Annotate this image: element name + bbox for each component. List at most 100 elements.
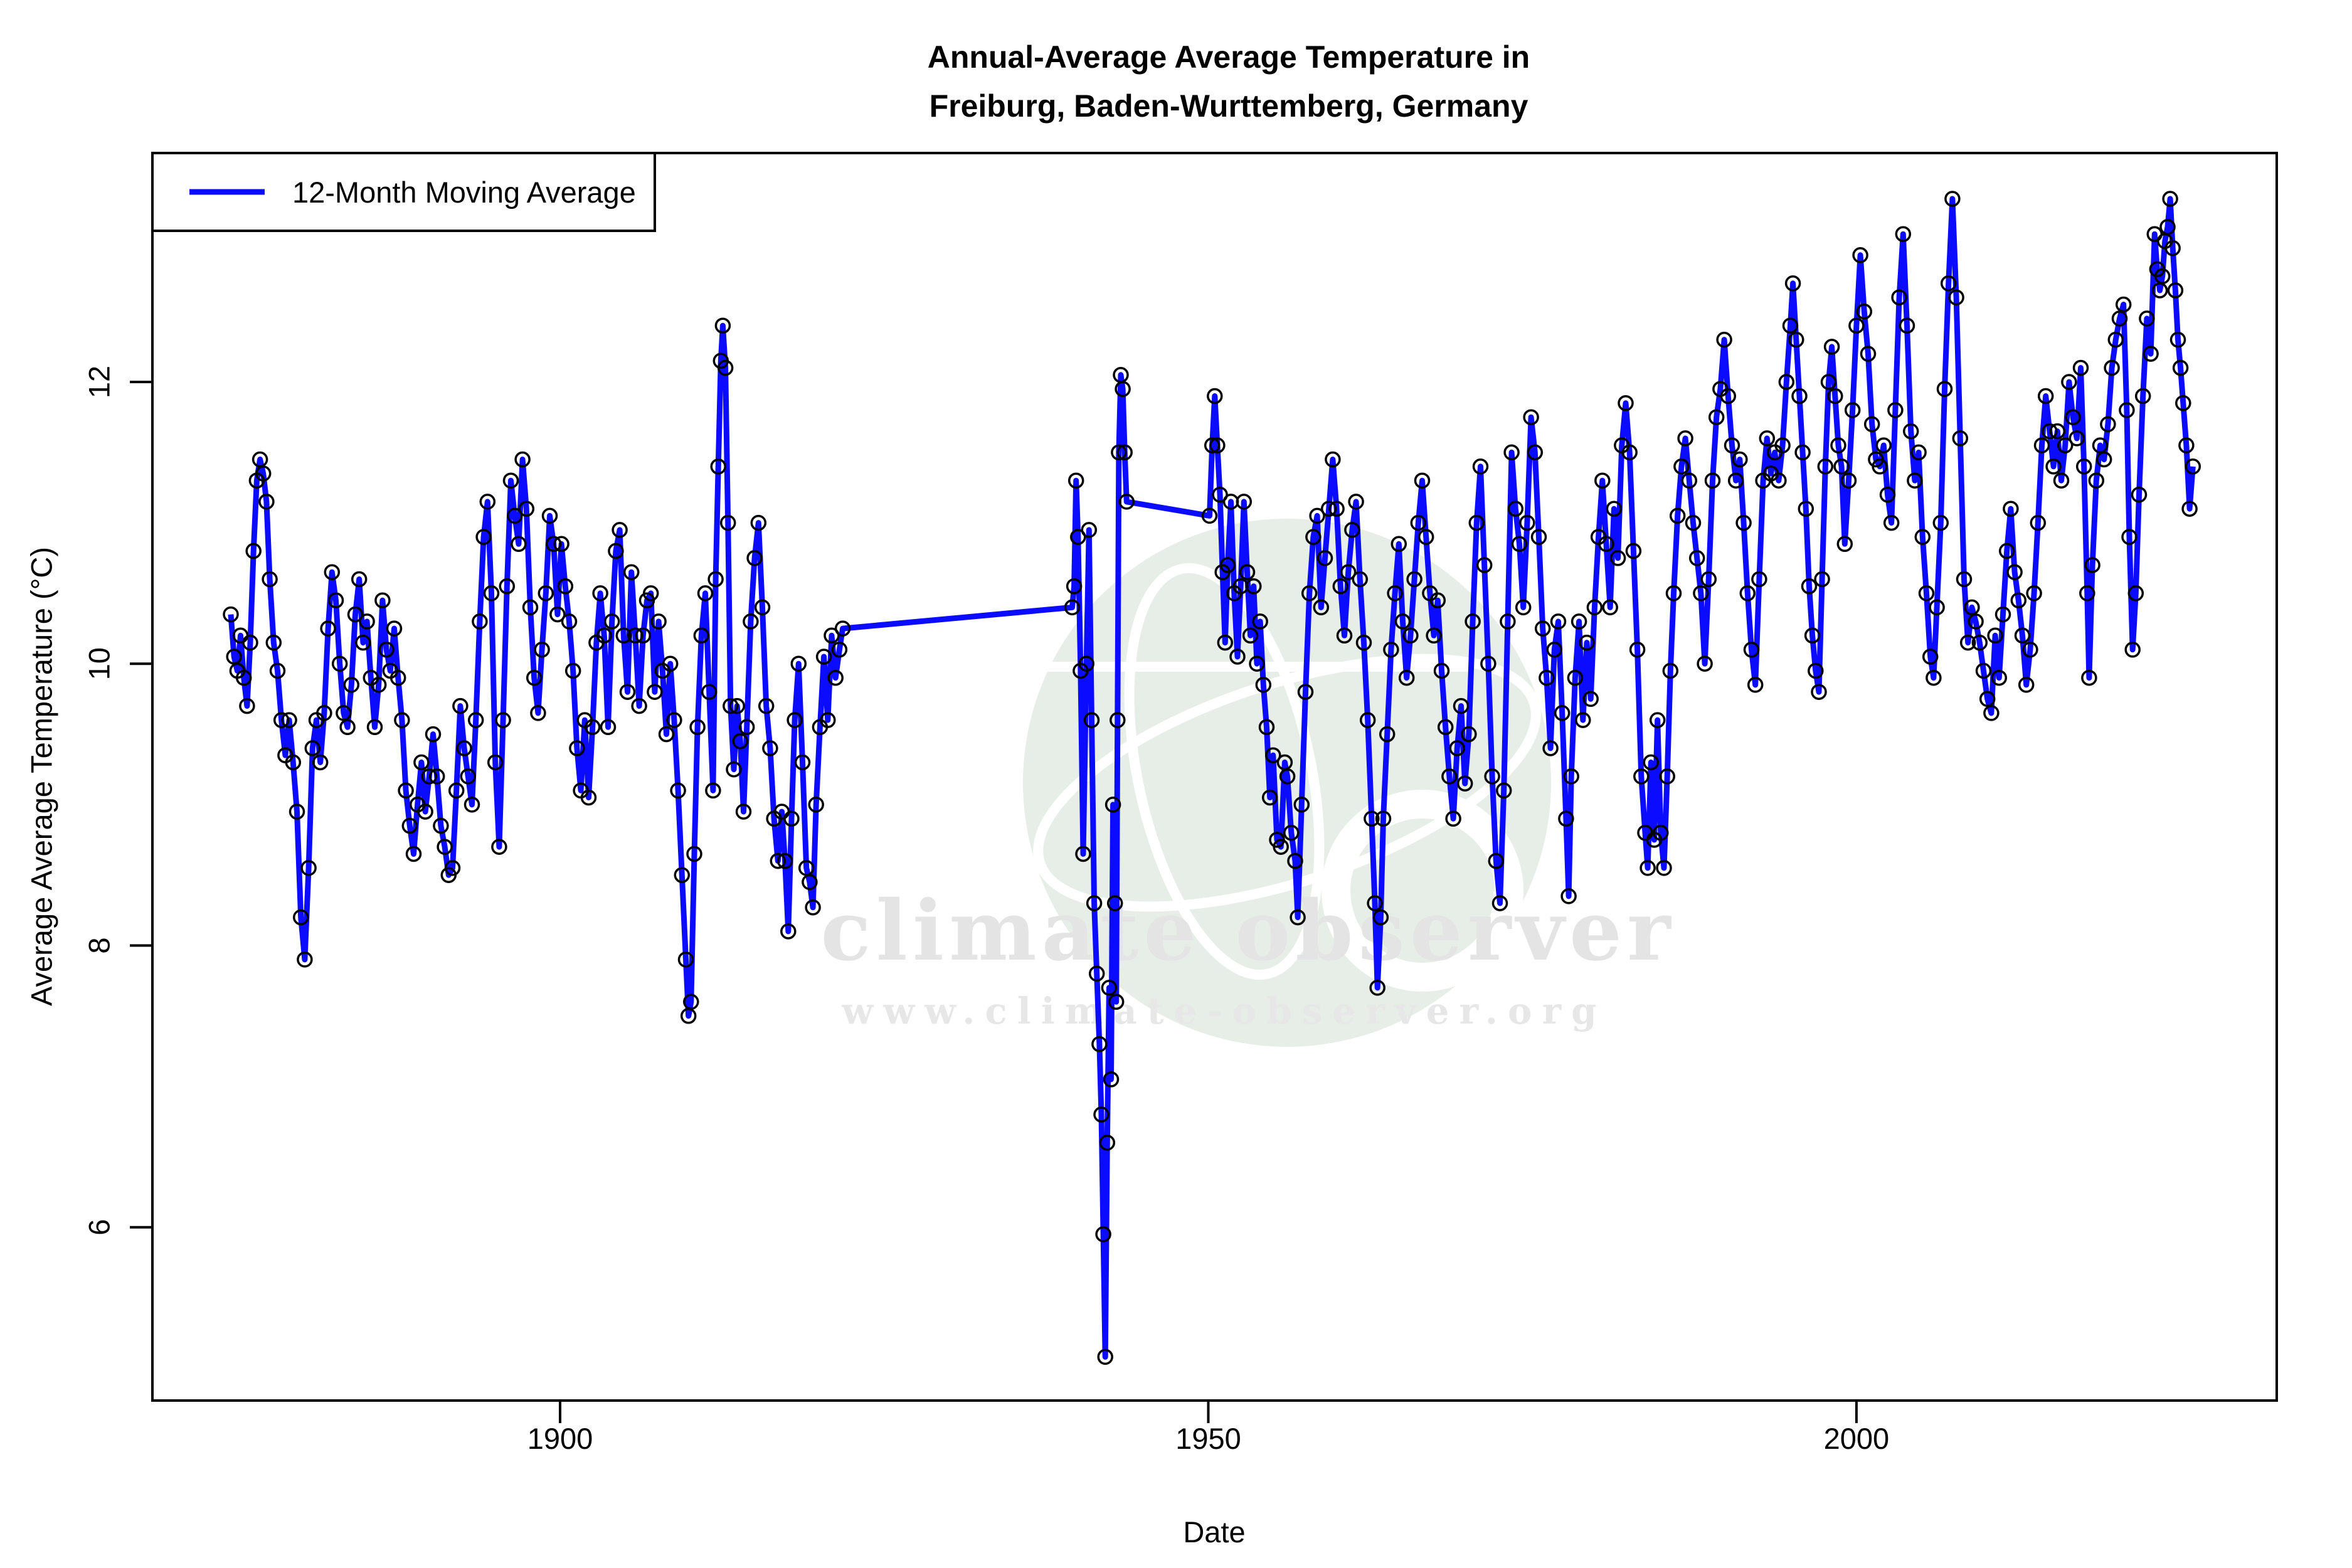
data-point-marker	[366, 719, 383, 736]
data-point-marker	[1883, 514, 1900, 531]
data-point-marker	[1579, 634, 1595, 651]
data-point-marker	[1242, 627, 1259, 644]
data-point-marker	[1387, 585, 1403, 601]
data-point-marker	[1530, 529, 1547, 545]
data-point-marker	[1891, 289, 1907, 305]
series-layer	[228, 196, 2196, 1360]
data-point-marker	[1975, 662, 1992, 679]
data-point-marker	[1402, 627, 1419, 644]
data-point-marker	[1437, 719, 1454, 736]
data-point-marker	[1685, 514, 1702, 531]
data-point-marker	[1445, 810, 1461, 827]
data-point-marker	[1681, 472, 1698, 489]
data-point-marker	[2107, 331, 2124, 348]
data-point-marker	[2037, 388, 2054, 405]
data-point-marker	[1673, 458, 1690, 475]
data-point-marker	[1511, 536, 1528, 553]
data-point-marker	[526, 669, 543, 686]
data-point-marker	[635, 627, 652, 644]
data-point-marker	[2081, 669, 2097, 686]
data-point-marker	[557, 578, 574, 595]
data-point-marker	[1118, 494, 1135, 510]
data-point-marker	[1086, 895, 1103, 911]
data-point-marker	[472, 613, 488, 630]
data-point-marker	[499, 578, 516, 595]
data-point-marker	[1108, 993, 1125, 1010]
data-point-marker	[1659, 768, 1675, 785]
data-point-marker	[603, 613, 620, 630]
data-point-marker	[787, 712, 803, 728]
data-point-marker	[1081, 522, 1098, 538]
data-point-marker	[1111, 444, 1127, 461]
data-point-marker	[619, 684, 636, 700]
x-tick-label: 1950	[1175, 1422, 1241, 1455]
data-point-marker	[1609, 550, 1626, 566]
data-point-marker	[1633, 768, 1650, 785]
data-point-marker	[1720, 388, 1737, 405]
data-point-marker	[281, 712, 297, 728]
data-point-marker	[564, 662, 581, 679]
data-point-marker	[1669, 507, 1686, 524]
data-point-marker	[1959, 634, 1976, 651]
data-point-marker	[1987, 627, 2003, 644]
data-point-marker	[2175, 395, 2191, 411]
data-point-marker	[2003, 501, 2019, 517]
data-point-marker	[1724, 437, 1740, 453]
data-point-marker	[1472, 458, 1489, 475]
data-point-marker	[1258, 719, 1275, 736]
data-point-marker	[1207, 388, 1223, 405]
data-point-marker	[2022, 642, 2038, 658]
data-point-marker	[1344, 522, 1360, 538]
data-point-marker	[1391, 536, 1407, 553]
data-point-marker	[1078, 655, 1094, 672]
data-point-marker	[1653, 825, 1669, 841]
data-point-marker	[1301, 585, 1318, 601]
data-point-marker	[2154, 268, 2171, 285]
data-point-marker	[1503, 444, 1520, 461]
data-point-marker	[808, 797, 824, 813]
data-point-marker	[1791, 388, 1808, 405]
x-tick-label: 1900	[527, 1422, 593, 1455]
data-point-marker	[1325, 451, 1341, 468]
data-point-marker	[378, 642, 395, 658]
data-point-marker	[758, 697, 775, 714]
data-point-marker	[689, 719, 706, 736]
data-point-marker	[1662, 662, 1679, 679]
data-point-marker	[714, 317, 731, 334]
data-point-marker	[815, 649, 832, 665]
data-point-marker	[1571, 613, 1587, 630]
data-point-marker	[1229, 649, 1246, 665]
data-point-marker	[1836, 536, 1853, 553]
data-point-marker	[1814, 571, 1830, 588]
data-point-marker	[1352, 571, 1369, 588]
data-point-marker	[1998, 543, 2015, 559]
data-point-marker	[2033, 437, 2050, 453]
data-point-marker	[1971, 634, 1988, 651]
data-point-marker	[428, 768, 445, 785]
x-axis-title: Date	[1183, 1515, 1246, 1549]
data-point-marker	[1956, 571, 1973, 588]
data-point-marker	[386, 620, 403, 637]
data-point-marker	[1070, 529, 1086, 545]
data-point-marker	[1515, 599, 1532, 616]
data-point-marker	[347, 606, 364, 623]
data-point-marker	[1348, 494, 1364, 510]
data-point-marker	[1820, 374, 1837, 390]
data-point-marker	[2185, 458, 2201, 475]
data-point-marker	[1558, 810, 1574, 827]
data-point-marker	[300, 860, 317, 876]
data-point-marker	[331, 655, 348, 672]
data-point-marker	[1697, 655, 1713, 672]
data-point-marker	[1209, 437, 1226, 453]
data-point-marker	[1064, 599, 1081, 616]
data-point-marker	[518, 501, 535, 517]
data-point-marker	[1817, 458, 1834, 475]
data-point-marker	[723, 697, 739, 714]
data-point-marker	[1922, 649, 1939, 665]
data-point-marker	[1968, 613, 1984, 630]
data-point-marker	[269, 662, 286, 679]
data-point-marker	[285, 754, 302, 771]
data-point-marker	[658, 726, 675, 743]
data-point-marker	[1212, 486, 1228, 503]
data-point-marker	[1406, 571, 1422, 588]
